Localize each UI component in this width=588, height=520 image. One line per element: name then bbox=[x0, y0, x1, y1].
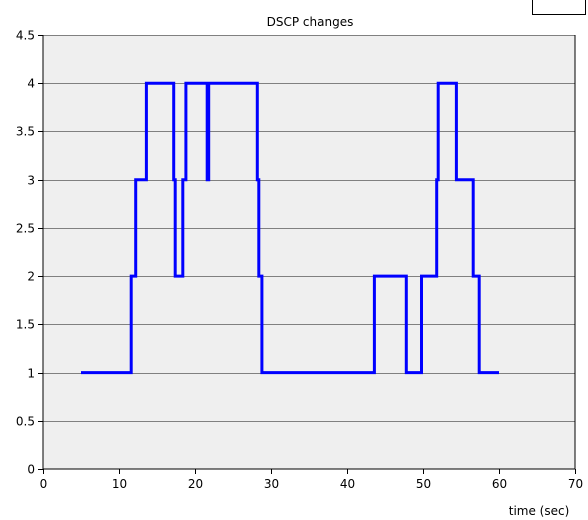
dscp-series-line bbox=[81, 81, 499, 375]
x-ticks: 0 10 20 30 40 50 60 70 bbox=[40, 469, 583, 491]
plot-area bbox=[43, 35, 575, 469]
y-tick-label: 2 bbox=[27, 270, 35, 284]
x-tick-label: 60 bbox=[492, 477, 507, 491]
x-tick-label: 70 bbox=[568, 477, 583, 491]
y-tick-label: 0.5 bbox=[16, 415, 35, 429]
x-tick-label: 30 bbox=[264, 477, 279, 491]
x-tick-label: 0 bbox=[40, 477, 48, 491]
x-tick-label: 40 bbox=[340, 477, 355, 491]
y-tick-label: 1.5 bbox=[16, 318, 35, 332]
x-tick-label: 10 bbox=[112, 477, 127, 491]
y-tick-label: 1 bbox=[27, 367, 35, 381]
y-tick-label: 4.5 bbox=[16, 29, 35, 43]
y-tick-label: 3.5 bbox=[16, 125, 35, 139]
x-axis-label: time (sec) bbox=[509, 504, 570, 518]
y-ticks: 0 0.5 1 1.5 2 2.5 3 3.5 4 4.5 bbox=[16, 29, 43, 477]
corner-box bbox=[532, 0, 586, 15]
x-tick-label: 20 bbox=[188, 477, 203, 491]
x-tick-label: 50 bbox=[416, 477, 431, 491]
y-tick-label: 2.5 bbox=[16, 222, 35, 236]
y-tick-label: 4 bbox=[27, 77, 35, 91]
y-tick-label: 3 bbox=[27, 174, 35, 188]
y-tick-label: 0 bbox=[27, 463, 35, 477]
chart-title: DSCP changes bbox=[267, 15, 354, 29]
